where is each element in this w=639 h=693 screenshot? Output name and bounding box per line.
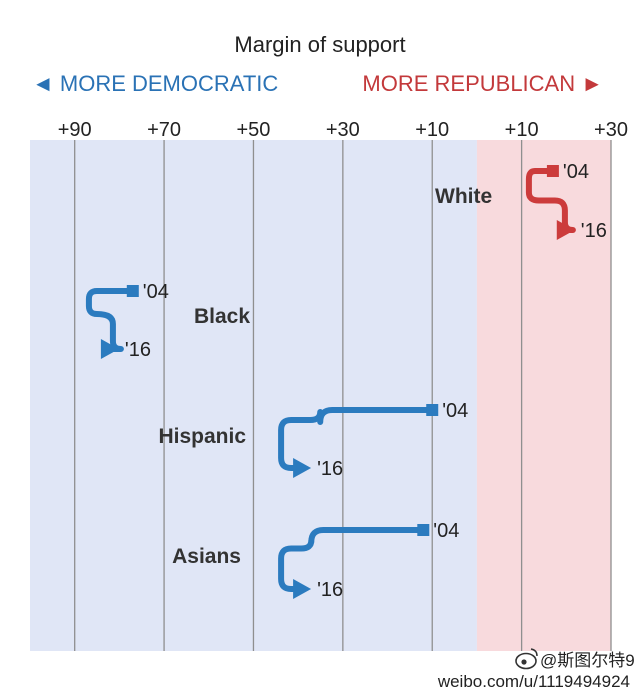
year-label-2004: '04 [143, 281, 169, 303]
republican-region [476, 140, 611, 651]
series-asians: '04 '16 Asians [172, 520, 459, 601]
series-hispanic: '04 '16 Hispanic [158, 400, 468, 480]
trajectory-line [278, 407, 433, 471]
x-tick-label: +10 [415, 119, 449, 141]
gridlines [74, 140, 612, 651]
x-tick-label: +50 [236, 119, 270, 141]
year-label-2016: '16 [317, 458, 343, 480]
arrow-2016 [100, 339, 119, 359]
watermark: @斯图尔特9 weibo.com/u/1119494924 [437, 648, 635, 691]
year-label-2004: '04 [433, 520, 459, 542]
x-tick-label: +30 [326, 119, 360, 141]
more-republican-label: MORE REPUBLICAN ► [362, 71, 603, 96]
group-label: White [435, 185, 492, 208]
watermark-url: weibo.com/u/1119494924 [437, 672, 630, 691]
x-axis-ticks: +90 +70 +50 +30 +10 +10 +30 [58, 119, 628, 141]
year-label-2004: '04 [442, 400, 468, 422]
year-label-2016: '16 [581, 220, 607, 242]
marker-2004 [546, 165, 559, 177]
chart-title: Margin of support [234, 32, 405, 57]
group-label: Black [194, 305, 250, 328]
x-tick-label: +70 [147, 119, 181, 141]
series-black: '04 '16 Black [85, 281, 250, 361]
year-label-2016: '16 [125, 339, 151, 361]
x-tick-label: +30 [594, 119, 628, 141]
x-tick-label: +10 [505, 119, 539, 141]
marker-2004 [426, 404, 439, 416]
arrow-2016 [293, 579, 312, 599]
watermark-handle: @斯图尔特9 [540, 651, 635, 670]
group-label: Asians [172, 545, 241, 568]
arrow-2016 [293, 458, 312, 478]
arrow-2016 [556, 220, 575, 240]
marker-2004 [417, 524, 430, 536]
year-label-2016: '16 [317, 579, 343, 601]
more-democratic-label: ◄ MORE DEMOCRATIC [32, 71, 278, 96]
marker-2004 [126, 285, 139, 297]
year-label-2004: '04 [563, 161, 589, 183]
trajectory-line [85, 288, 133, 352]
weibo-logo-icon [515, 648, 538, 670]
group-label: Hispanic [158, 425, 246, 448]
trajectory-line [278, 527, 424, 592]
x-tick-label: +90 [58, 119, 92, 141]
series-marks: '04'16White'04'16Black'04'16Hispanic'04'… [85, 161, 607, 601]
series-white: '04 '16 White [435, 161, 607, 242]
